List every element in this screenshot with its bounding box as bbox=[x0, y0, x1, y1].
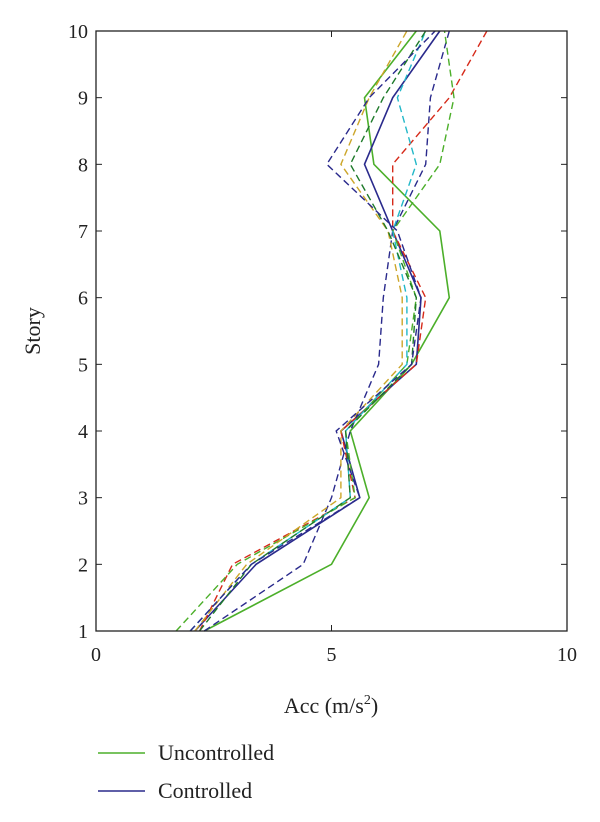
x-axis-title-superscript: 2 bbox=[364, 693, 371, 708]
legend: Uncontrolled Controlled bbox=[98, 740, 274, 803]
y-tick-label: 8 bbox=[78, 154, 88, 176]
x-tick-label: 5 bbox=[327, 644, 337, 666]
y-tick-label: 6 bbox=[78, 288, 88, 310]
y-tick-label: 5 bbox=[78, 354, 88, 376]
series-9-dashed-line bbox=[189, 30, 436, 632]
y-axis-title: Story bbox=[20, 307, 45, 355]
axis-ticks: 0 5 10 1 2 3 4 5 6 7 8 9 10 bbox=[68, 21, 577, 666]
y-tick-label: 10 bbox=[68, 21, 88, 43]
y-tick-label: 3 bbox=[78, 488, 88, 510]
x-tick-label: 0 bbox=[91, 644, 101, 666]
y-tick-label: 2 bbox=[78, 554, 88, 576]
y-tick-label: 9 bbox=[78, 88, 88, 110]
plot-frame bbox=[95, 30, 568, 632]
x-tick-label: 10 bbox=[557, 644, 577, 666]
x-axis-title-main: Acc (m/s bbox=[284, 693, 364, 718]
series-uncontrolled-line bbox=[203, 30, 451, 632]
series-5-dashed-line bbox=[175, 30, 455, 632]
series-7-dashed-line bbox=[194, 30, 408, 632]
series-3-dashed-line bbox=[198, 30, 488, 632]
series-8-dashed-line bbox=[199, 30, 427, 632]
y-tick-label: 4 bbox=[78, 421, 88, 443]
series-controlled-line bbox=[194, 30, 441, 632]
x-axis-title: Acc (m/s2) bbox=[284, 693, 378, 718]
legend-label-uncontrolled: Uncontrolled bbox=[158, 740, 274, 765]
series-layer bbox=[175, 30, 488, 632]
y-tick-label: 7 bbox=[78, 221, 88, 243]
y-tick-label: 1 bbox=[78, 621, 88, 643]
legend-label-controlled: Controlled bbox=[158, 778, 252, 803]
series-6-dashed-line bbox=[189, 30, 427, 632]
series-4-dashed-line bbox=[203, 30, 450, 632]
x-axis-title-close: ) bbox=[371, 693, 378, 718]
